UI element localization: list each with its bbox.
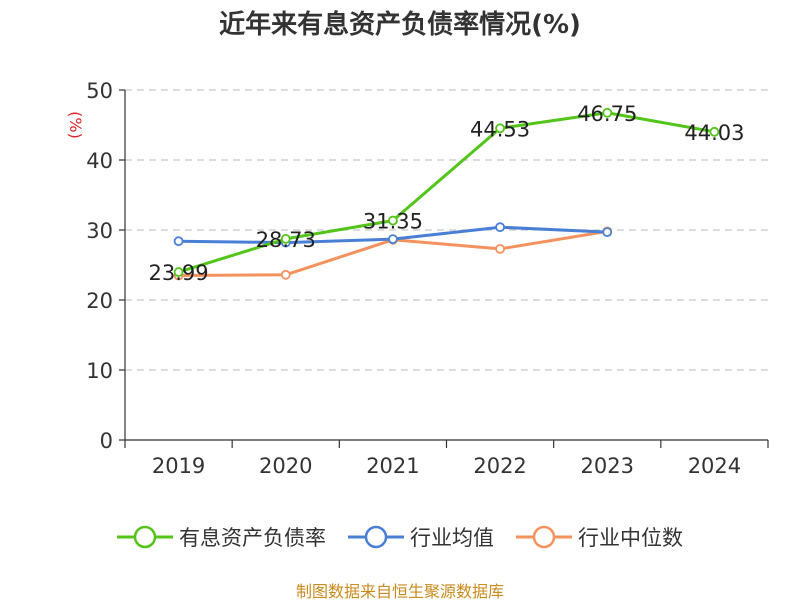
legend-item-series-0[interactable]: 有息资产负债率 [117,522,326,552]
data-point-series-2 [495,243,505,254]
x-tick-label: 2024 [688,454,741,478]
data-point-series-0 [388,215,398,226]
x-tick-label: 2021 [366,454,419,478]
x-tick-label: 2020 [259,454,312,478]
legend-swatch-icon [117,525,173,549]
chart-title: 近年来有息资产负债率情况(%) [219,10,581,40]
legend-label: 行业中位数 [578,526,683,550]
data-label: 44.53 [470,117,530,141]
y-tick-label: 30 [86,219,113,243]
data-label: 46.75 [577,102,637,126]
y-tick-label: 20 [86,289,113,313]
data-point-series-1 [388,234,398,245]
data-point-series-1 [495,222,505,233]
data-source-note: 制图数据来自恒生聚源数据库 [295,582,504,601]
data-point-series-2 [280,269,291,280]
data-label: 44.03 [684,121,744,145]
data-point-series-0 [602,107,613,118]
data-label: 28.73 [256,228,316,252]
y-tick-label: 40 [86,149,113,173]
y-tick-label: 0 [100,429,113,453]
legend-item-series-1[interactable]: 行业均值 [348,522,494,552]
legend-item-series-2[interactable]: 行业中位数 [516,522,683,552]
data-point-series-0 [709,126,720,137]
series-line-0 [178,111,715,274]
legend-label: 有息资产负债率 [179,526,326,550]
legend-label: 行业均值 [410,526,494,550]
y-axis-label: (%) [66,111,85,139]
data-point-series-0 [495,123,505,134]
data-point-series-1 [602,227,613,238]
data-point-series-0 [280,233,291,244]
x-tick-label: 2022 [473,454,526,478]
data-label: 31.35 [363,210,423,234]
y-tick-label: 10 [86,359,113,383]
chart-legend: 有息资产负债率 行业均值 行业中位数 [0,522,800,552]
legend-swatch-icon [516,525,572,549]
x-tick-label: 2019 [152,454,205,478]
data-point-series-1 [173,236,184,247]
x-tick-label: 2023 [581,454,634,478]
y-tick-label: 50 [86,79,113,103]
data-point-series-0 [173,267,184,277]
data-label: 23.99 [149,261,209,285]
legend-swatch-icon [348,525,404,549]
